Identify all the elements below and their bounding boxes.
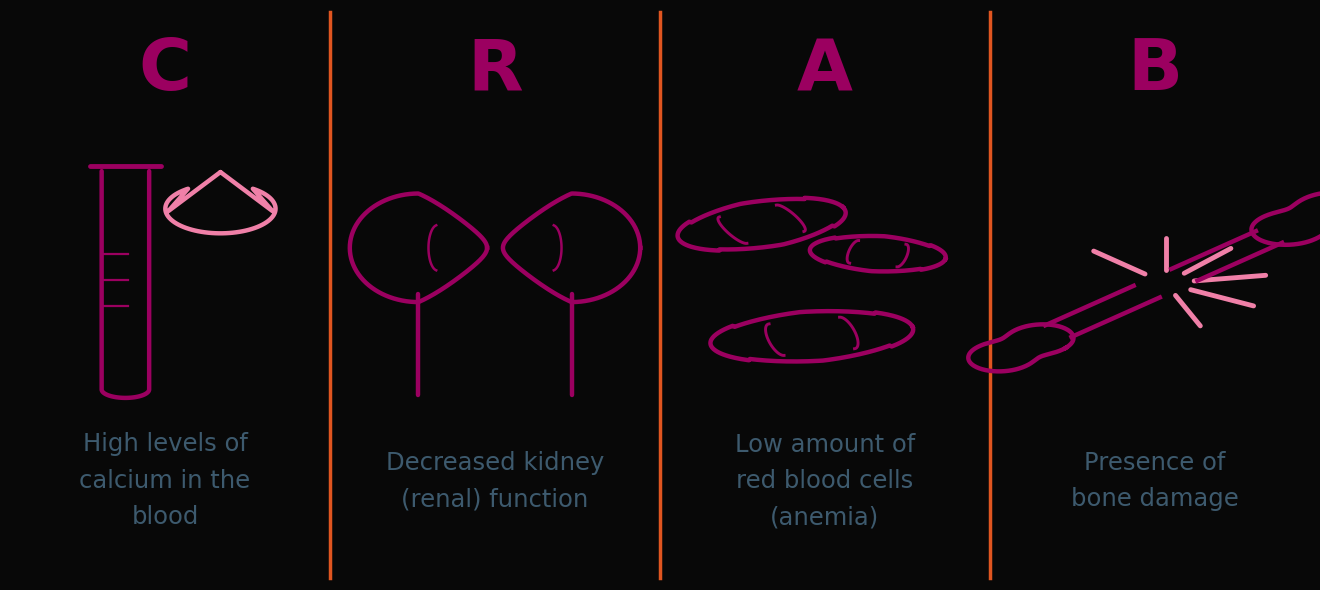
Text: A: A xyxy=(797,37,853,105)
Text: B: B xyxy=(1127,37,1183,105)
Text: High levels of
calcium in the
blood: High levels of calcium in the blood xyxy=(79,432,251,529)
Text: Low amount of
red blood cells
(anemia): Low amount of red blood cells (anemia) xyxy=(735,432,915,529)
Text: R: R xyxy=(467,37,523,105)
Text: C: C xyxy=(139,37,191,105)
Text: Decreased kidney
(renal) function: Decreased kidney (renal) function xyxy=(385,451,605,511)
Text: Presence of
bone damage: Presence of bone damage xyxy=(1071,451,1239,511)
